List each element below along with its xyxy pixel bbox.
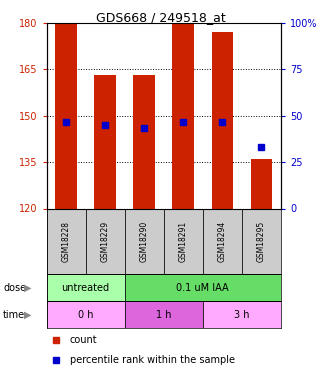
Bar [94, 75, 116, 208]
Text: GSM18290: GSM18290 [140, 220, 149, 262]
Text: 0 h: 0 h [78, 310, 93, 320]
Text: GSM18228: GSM18228 [62, 221, 71, 262]
Bar [125, 274, 281, 301]
Bar [125, 209, 164, 274]
Text: 0.1 uM IAA: 0.1 uM IAA [177, 283, 229, 292]
Bar [251, 159, 272, 209]
Bar [134, 75, 155, 208]
Bar [47, 301, 125, 328]
Text: GSM18294: GSM18294 [218, 220, 227, 262]
Text: dose: dose [3, 283, 26, 292]
Bar [47, 274, 125, 301]
Text: ▶: ▶ [23, 283, 31, 292]
Bar [86, 209, 125, 274]
Bar [164, 209, 203, 274]
Bar [125, 301, 203, 328]
Text: untreated: untreated [62, 283, 110, 292]
Text: 1 h: 1 h [156, 310, 171, 320]
Text: GSM18291: GSM18291 [179, 221, 188, 262]
Text: time: time [3, 310, 25, 320]
Bar [212, 32, 233, 209]
Bar [203, 209, 242, 274]
Bar [47, 209, 86, 274]
Text: GDS668 / 249518_at: GDS668 / 249518_at [96, 11, 225, 24]
Text: GSM18229: GSM18229 [100, 221, 110, 262]
Text: GSM18295: GSM18295 [257, 220, 266, 262]
Bar [172, 23, 194, 209]
Text: count: count [70, 335, 98, 345]
Bar [242, 209, 281, 274]
Bar [55, 23, 77, 209]
Text: percentile rank within the sample: percentile rank within the sample [70, 356, 235, 366]
Bar [203, 301, 281, 328]
Text: ▶: ▶ [23, 310, 31, 320]
Text: 3 h: 3 h [234, 310, 249, 320]
